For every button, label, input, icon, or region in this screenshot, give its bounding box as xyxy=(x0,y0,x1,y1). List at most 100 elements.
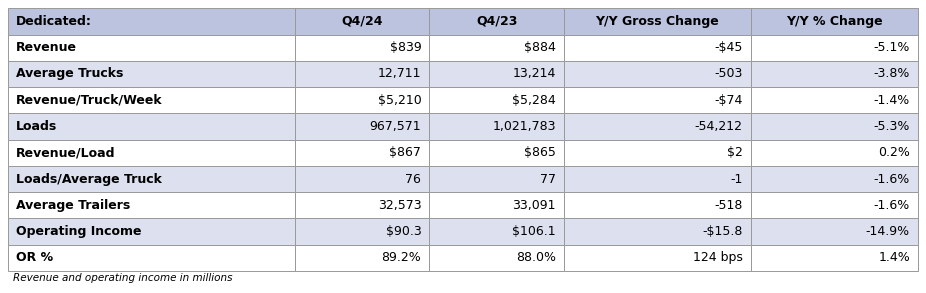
Bar xyxy=(751,139,918,166)
Bar xyxy=(294,87,430,113)
Text: 32,573: 32,573 xyxy=(378,199,421,212)
Bar xyxy=(430,61,564,87)
Bar xyxy=(294,192,430,219)
Bar xyxy=(430,192,564,219)
Bar xyxy=(751,219,918,245)
Text: -5.1%: -5.1% xyxy=(873,41,910,54)
Text: $106.1: $106.1 xyxy=(512,225,556,238)
Text: 0.2%: 0.2% xyxy=(878,146,910,159)
Text: Q4/24: Q4/24 xyxy=(342,15,382,28)
Bar xyxy=(430,245,564,271)
Bar xyxy=(751,35,918,61)
Bar xyxy=(8,192,294,219)
Bar xyxy=(430,219,564,245)
Text: -5.3%: -5.3% xyxy=(873,120,910,133)
Text: Average Trailers: Average Trailers xyxy=(16,199,131,212)
Bar xyxy=(294,113,430,139)
Bar xyxy=(430,139,564,166)
Text: 12,711: 12,711 xyxy=(378,67,421,80)
Text: -1: -1 xyxy=(731,173,743,185)
Text: $2: $2 xyxy=(727,146,743,159)
Text: -1.4%: -1.4% xyxy=(874,94,910,107)
Text: -518: -518 xyxy=(714,199,743,212)
Text: -3.8%: -3.8% xyxy=(873,67,910,80)
Text: $5,284: $5,284 xyxy=(512,94,556,107)
Bar xyxy=(294,245,430,271)
Text: -$74: -$74 xyxy=(714,94,743,107)
Text: $865: $865 xyxy=(524,146,556,159)
Text: -$15.8: -$15.8 xyxy=(702,225,743,238)
Bar xyxy=(564,139,751,166)
Text: Average Trucks: Average Trucks xyxy=(16,67,123,80)
Bar xyxy=(564,61,751,87)
Bar xyxy=(294,61,430,87)
Text: $5,210: $5,210 xyxy=(378,94,421,107)
Text: Operating Income: Operating Income xyxy=(16,225,142,238)
Bar xyxy=(564,192,751,219)
Text: Q4/23: Q4/23 xyxy=(476,15,518,28)
Text: -503: -503 xyxy=(714,67,743,80)
Text: -1.6%: -1.6% xyxy=(874,173,910,185)
Text: Revenue/Load: Revenue/Load xyxy=(16,146,116,159)
Bar xyxy=(751,192,918,219)
Text: 77: 77 xyxy=(540,173,556,185)
Text: -1.6%: -1.6% xyxy=(874,199,910,212)
Bar xyxy=(751,87,918,113)
Bar xyxy=(564,166,751,192)
Bar xyxy=(8,87,294,113)
Bar xyxy=(294,166,430,192)
Bar xyxy=(8,245,294,271)
Text: 124 bps: 124 bps xyxy=(693,251,743,264)
Bar xyxy=(751,61,918,87)
Bar xyxy=(8,219,294,245)
Text: 89.2%: 89.2% xyxy=(382,251,421,264)
Bar xyxy=(564,35,751,61)
Bar xyxy=(430,113,564,139)
Text: $867: $867 xyxy=(390,146,421,159)
Bar xyxy=(564,245,751,271)
Text: $839: $839 xyxy=(390,41,421,54)
Text: $884: $884 xyxy=(524,41,556,54)
Text: 967,571: 967,571 xyxy=(369,120,421,133)
Bar xyxy=(294,139,430,166)
Bar xyxy=(430,87,564,113)
Text: Revenue and operating income in millions: Revenue and operating income in millions xyxy=(13,273,232,283)
Text: -$45: -$45 xyxy=(714,41,743,54)
Text: Y/Y % Change: Y/Y % Change xyxy=(786,15,882,28)
Bar xyxy=(751,166,918,192)
Bar xyxy=(564,113,751,139)
Bar xyxy=(294,8,430,35)
Text: Y/Y Gross Change: Y/Y Gross Change xyxy=(595,15,720,28)
Bar xyxy=(751,113,918,139)
Text: Revenue/Truck/Week: Revenue/Truck/Week xyxy=(16,94,163,107)
Text: $90.3: $90.3 xyxy=(385,225,421,238)
Bar xyxy=(294,219,430,245)
Bar xyxy=(294,35,430,61)
Bar xyxy=(430,166,564,192)
Bar xyxy=(430,8,564,35)
Text: OR %: OR % xyxy=(16,251,53,264)
Bar xyxy=(751,245,918,271)
Bar xyxy=(564,219,751,245)
Bar xyxy=(8,166,294,192)
Text: -54,212: -54,212 xyxy=(694,120,743,133)
Bar xyxy=(564,87,751,113)
Bar xyxy=(430,35,564,61)
Text: Loads/Average Truck: Loads/Average Truck xyxy=(16,173,162,185)
Text: Dedicated:: Dedicated: xyxy=(16,15,92,28)
Bar xyxy=(8,8,294,35)
Text: 88.0%: 88.0% xyxy=(516,251,556,264)
Text: 33,091: 33,091 xyxy=(512,199,556,212)
Bar xyxy=(564,8,751,35)
Text: Revenue: Revenue xyxy=(16,41,77,54)
Bar xyxy=(8,139,294,166)
Text: -14.9%: -14.9% xyxy=(866,225,910,238)
Text: Loads: Loads xyxy=(16,120,57,133)
Bar xyxy=(8,113,294,139)
Text: 76: 76 xyxy=(406,173,421,185)
Text: 13,214: 13,214 xyxy=(513,67,556,80)
Bar xyxy=(8,61,294,87)
Text: 1.4%: 1.4% xyxy=(878,251,910,264)
Text: 1,021,783: 1,021,783 xyxy=(493,120,556,133)
Bar xyxy=(751,8,918,35)
